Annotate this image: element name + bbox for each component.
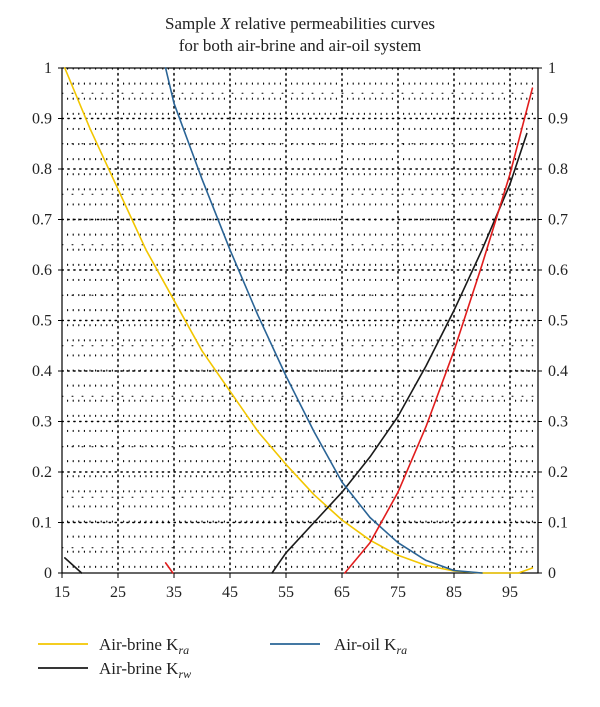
x-tick-label: 25 — [110, 584, 126, 601]
legend-label-air-brine-kra-sub: ra — [178, 643, 189, 657]
y-tick-label-right: 0.2 — [548, 464, 568, 481]
legend-label-air-brine-kra-base: Air-brine K — [99, 635, 179, 654]
x-tick-label: 75 — [390, 584, 406, 601]
x-tick-label: 15 — [54, 584, 70, 601]
legend-label-air-brine-krw: Air-brine Krw — [99, 659, 191, 681]
series-segment — [164, 562, 174, 574]
legend-label-air-oil-kra-base: Air-oil K — [334, 635, 397, 654]
y-tick-label-right: 0.8 — [548, 161, 568, 178]
x-tick-label: 85 — [446, 584, 462, 601]
chart-title-line-2: for both air-brine and air-oil system — [179, 36, 421, 55]
chart-title-variable: X — [219, 14, 231, 33]
y-tick-label-left: 0.1 — [32, 515, 52, 532]
y-tick-label-left: 1 — [44, 60, 52, 77]
series-segment — [64, 557, 83, 574]
y-tick-label-right: 0.4 — [548, 363, 568, 380]
legend-label-air-brine-kra: Air-brine Kra — [99, 635, 189, 657]
y-tick-label-left: 0.3 — [32, 414, 52, 431]
x-tick-label: 55 — [278, 584, 294, 601]
legend: Air-brine Kra Air-brine Krw Air-oil Kra — [38, 635, 407, 681]
y-tick-label-right: 0.5 — [548, 313, 568, 330]
y-tick-label-right: 0.7 — [548, 212, 568, 229]
legend-label-air-brine-krw-base: Air-brine K — [99, 659, 179, 678]
y-tick-label-left: 0.4 — [32, 363, 52, 380]
chart-title-suffix: relative permeabilities curves — [231, 14, 435, 33]
chart-title-line-1: Sample X relative permeabilities curves — [165, 14, 435, 33]
y-tick-label-left: 0.6 — [32, 262, 52, 279]
y-tick-label-left: 0 — [44, 565, 52, 582]
y-tick-label-left: 0.5 — [32, 313, 52, 330]
chart-title-prefix: Sample — [165, 14, 220, 33]
y-tick-label-right: 0.9 — [548, 111, 568, 128]
y-tick-label-right: 0.6 — [548, 262, 568, 279]
x-tick-label: 65 — [334, 584, 350, 601]
data-series — [64, 67, 534, 574]
y-tick-label-left: 0.8 — [32, 161, 52, 178]
y-tick-label-left: 0.7 — [32, 212, 52, 229]
series-line-air-oil-kra — [164, 67, 483, 574]
y-tick-label-right: 0.1 — [548, 515, 568, 532]
dotted-grid — [61, 67, 539, 574]
series-line-air-brine-krw — [271, 132, 528, 574]
legend-label-air-oil-kra: Air-oil Kra — [334, 635, 407, 657]
legend-label-air-oil-kra-sub: ra — [396, 643, 407, 657]
y-tick-label-right: 0.3 — [548, 414, 568, 431]
y-tick-label-right: 1 — [548, 60, 556, 77]
x-tick-label: 45 — [222, 584, 238, 601]
x-tick-label: 35 — [166, 584, 182, 601]
y-tick-label-right: 0 — [548, 565, 556, 582]
y-tick-label-left: 0.2 — [32, 464, 52, 481]
series-line-red — [343, 87, 534, 574]
legend-label-air-brine-krw-sub: rw — [178, 667, 191, 681]
x-tick-label: 95 — [502, 584, 518, 601]
axis-ticks: 15 25 35 45 55 65 75 85 95 0 0.1 0.2 0.3 0.4 0.5 0.6 0.7… — [32, 60, 568, 601]
y-tick-label-left: 0.9 — [32, 111, 52, 128]
